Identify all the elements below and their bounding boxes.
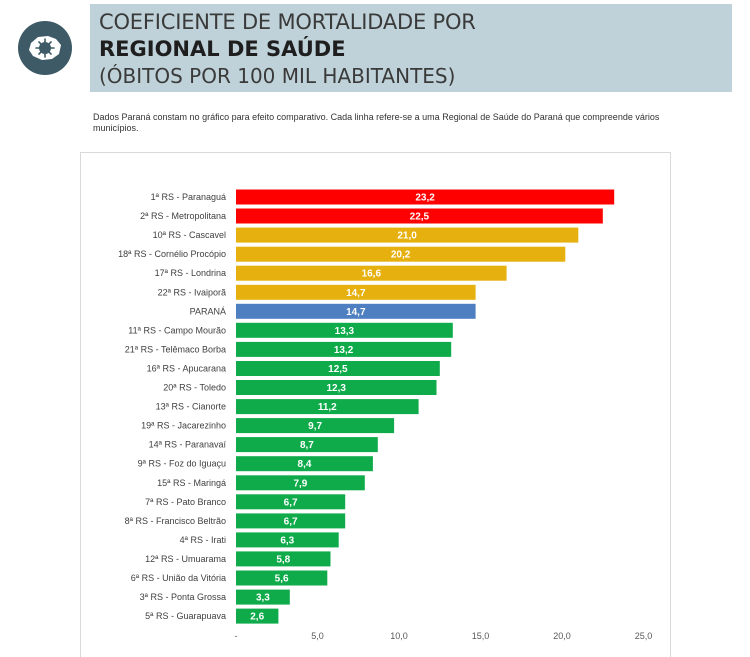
value-label: 2,6 xyxy=(250,612,264,623)
bar xyxy=(236,513,346,529)
bar xyxy=(236,341,452,357)
category-label: PARANÁ xyxy=(190,306,226,316)
value-label: 6,7 xyxy=(284,516,298,527)
explanatory-note: Dados Paraná constam no gráfico para efe… xyxy=(93,112,660,133)
value-label: 16,6 xyxy=(362,269,382,280)
category-label: 22ª RS - Ivaiporã xyxy=(158,287,226,297)
category-label: 2ª RS - Metropolitana xyxy=(140,211,226,221)
value-label: 8,4 xyxy=(298,459,312,470)
category-label: 16ª RS - Apucarana xyxy=(147,364,226,374)
bar xyxy=(236,551,331,567)
bar-chart: 1ª RS - Paranaguá 23,2 2ª RS - Metropolita… xyxy=(118,189,653,641)
bar xyxy=(236,608,279,624)
category-label: 5ª RS - Guarapuava xyxy=(145,611,226,621)
bar xyxy=(236,437,378,453)
value-label: 23,2 xyxy=(415,193,435,204)
x-tick-label: - xyxy=(235,631,238,641)
bar xyxy=(236,265,507,281)
value-label: 6,7 xyxy=(284,497,298,508)
value-label: 5,6 xyxy=(275,574,289,585)
x-tick-label: 20,0 xyxy=(553,631,571,641)
bar xyxy=(236,284,476,300)
bar xyxy=(236,589,290,605)
value-label: 21,0 xyxy=(397,231,417,242)
bar xyxy=(236,475,365,491)
value-label: 8,7 xyxy=(300,440,314,451)
bar xyxy=(236,227,579,243)
bar xyxy=(236,303,476,319)
bar xyxy=(236,361,440,376)
value-label: 12,5 xyxy=(328,364,348,375)
value-label: 13,2 xyxy=(334,345,354,356)
category-label: 9ª RS - Foz do Iguaçu xyxy=(138,459,226,469)
category-label: 11ª RS - Campo Mourão xyxy=(128,325,226,335)
category-label: 19ª RS - Jacarezinho xyxy=(141,421,226,431)
category-label: 13ª RS - Cianorte xyxy=(156,402,226,412)
category-label: 18ª RS - Cornélio Procópio xyxy=(118,249,226,259)
category-label: 21ª RS - Telêmaco Borba xyxy=(125,344,226,354)
value-label: 3,3 xyxy=(256,593,270,604)
page-title-line1: COEFICIENTE DE MORTALIDADE POR xyxy=(99,10,476,34)
logo xyxy=(18,21,72,75)
category-label: 8ª RS - Francisco Beltrão xyxy=(125,516,226,526)
value-label: 6,3 xyxy=(280,535,294,546)
value-label: 5,8 xyxy=(276,554,290,565)
chart-area: 1ª RS - Paranaguá 23,2 2ª RS - Metropolita… xyxy=(80,152,671,657)
x-tick-label: 5,0 xyxy=(311,631,324,641)
category-label: 15ª RS - Maringá xyxy=(157,478,226,488)
x-tick-label: 10,0 xyxy=(390,631,408,641)
value-label: 20,2 xyxy=(391,250,411,261)
value-label: 9,7 xyxy=(308,421,322,432)
value-label: 14,7 xyxy=(346,288,366,299)
bar xyxy=(236,494,346,510)
value-label: 22,5 xyxy=(410,212,430,223)
category-label: 17ª RS - Londrina xyxy=(155,268,226,278)
page-title-line3: (ÓBITOS POR 100 MIL HABITANTES) xyxy=(99,64,456,88)
category-label: 1ª RS - Paranaguá xyxy=(151,192,226,202)
category-label: 12ª RS - Umuarama xyxy=(145,554,226,564)
x-tick-label: 15,0 xyxy=(472,631,490,641)
category-label: 4ª RS - Irati xyxy=(180,535,226,545)
bar xyxy=(236,456,373,472)
bar xyxy=(236,380,437,395)
bar xyxy=(236,570,328,586)
value-label: 14,7 xyxy=(346,307,366,318)
title-banner: COEFICIENTE DE MORTALIDADE POR REGIONAL … xyxy=(90,4,732,92)
value-label: 13,3 xyxy=(335,326,355,337)
category-label: 14ª RS - Paranavaí xyxy=(149,440,227,450)
value-label: 11,2 xyxy=(318,402,337,413)
bar xyxy=(236,399,419,415)
bar xyxy=(236,246,566,262)
bar xyxy=(236,208,603,224)
category-label: 6ª RS - União da Vitória xyxy=(131,573,226,583)
bar xyxy=(236,322,453,338)
category-label: 7ª RS - Pato Branco xyxy=(145,497,226,507)
value-label: 7,9 xyxy=(293,478,307,489)
category-label: 3ª RS - Ponta Grossa xyxy=(140,592,226,602)
category-label: 20ª RS - Toledo xyxy=(163,383,226,393)
category-label: 10ª RS - Cascavel xyxy=(153,230,226,240)
bar xyxy=(236,418,395,434)
value-label: 12,3 xyxy=(326,383,346,394)
bar xyxy=(236,532,339,548)
page-title-line2: REGIONAL DE SAÚDE xyxy=(99,37,346,61)
virus-on-map-icon xyxy=(29,36,61,60)
x-tick-label: 25,0 xyxy=(635,631,653,641)
bar xyxy=(236,189,615,205)
